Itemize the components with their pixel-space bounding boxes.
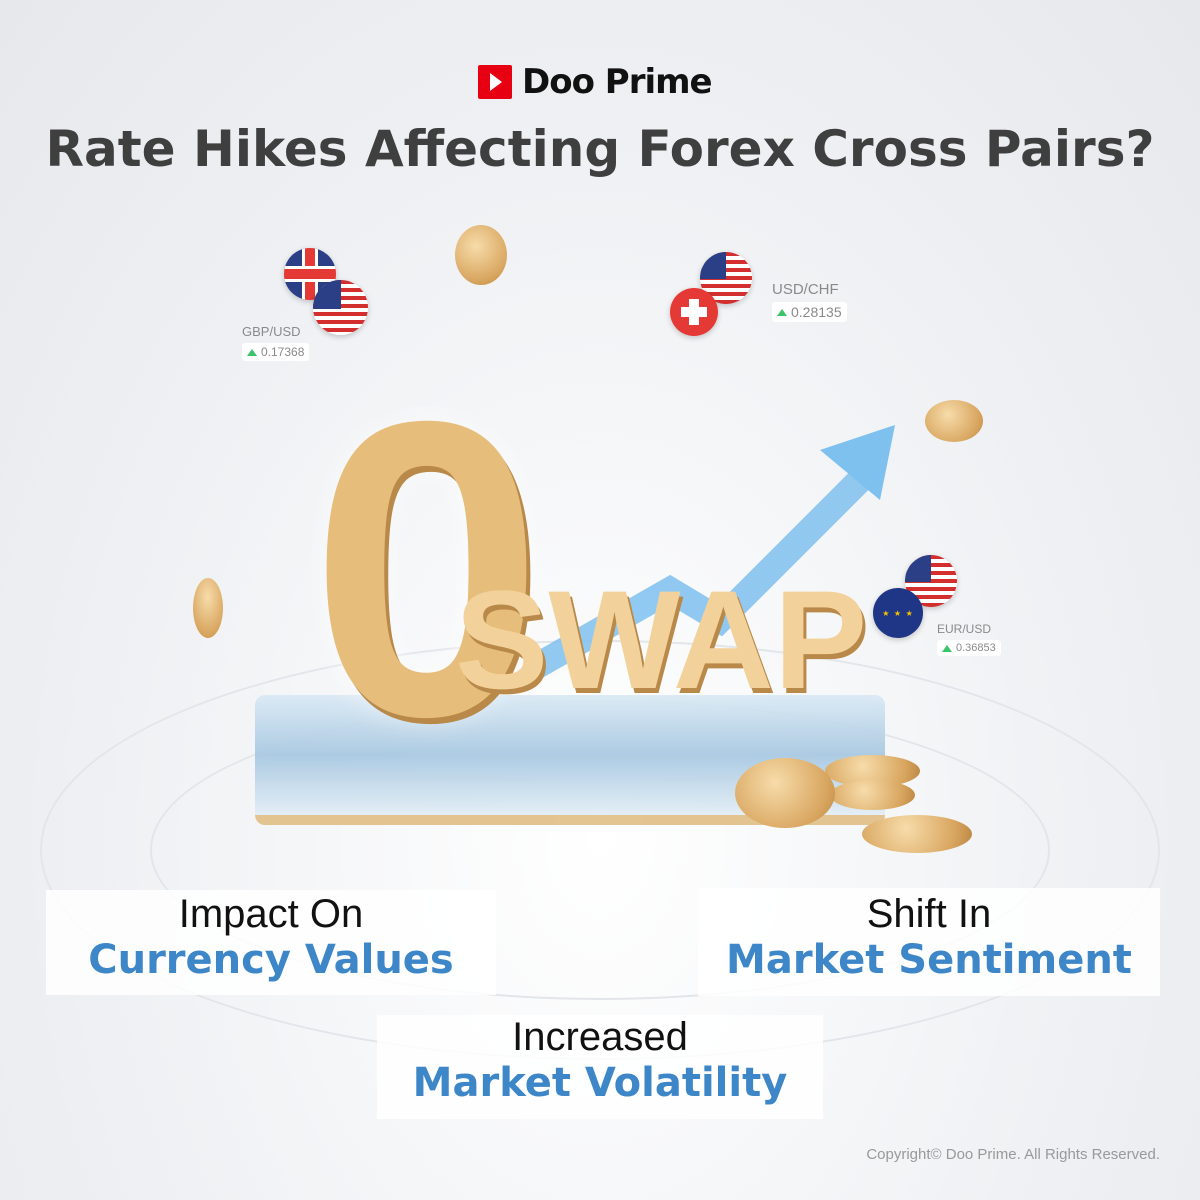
coin-icon — [735, 758, 835, 828]
point-currency-values: Impact On Currency Values — [46, 890, 496, 995]
coin-icon — [925, 400, 983, 442]
point-line2: Market Volatility — [412, 1060, 788, 1106]
point-market-volatility: Increased Market Volatility — [377, 1015, 823, 1119]
coin-icon — [862, 815, 972, 853]
swiss-flag-icon — [670, 288, 718, 336]
pair-label: GBP/USD — [242, 324, 301, 339]
page-title: Rate Hikes Affecting Forex Cross Pairs? — [45, 120, 1155, 178]
pair-eurusd: EUR/USD 0.36853 — [937, 622, 1001, 656]
up-arrow-icon — [777, 308, 787, 316]
point-line1: Shift In — [866, 892, 992, 936]
doo-prime-logo-icon — [478, 65, 512, 99]
pair-value: 0.36853 — [956, 642, 996, 654]
eu-flag-icon: ★ ★ ★ — [873, 588, 923, 638]
hero-zero: 0 — [310, 335, 544, 804]
point-market-sentiment: Shift In Market Sentiment — [698, 888, 1160, 996]
coin-icon — [830, 780, 915, 810]
point-line1: Increased — [512, 1015, 688, 1059]
pair-value: 0.17368 — [261, 345, 305, 359]
brand-logo: Doo Prime — [478, 62, 713, 102]
up-arrow-icon — [247, 348, 257, 356]
point-line1: Impact On — [178, 892, 364, 936]
pair-gbpusd: GBP/USD 0.17368 — [242, 324, 310, 361]
pair-usdchf: USD/CHF 0.28135 — [772, 281, 847, 322]
copyright: Copyright© Doo Prime. All Rights Reserve… — [866, 1146, 1160, 1163]
pair-label: USD/CHF — [772, 281, 839, 298]
up-arrow-icon — [942, 644, 952, 652]
us-flag-icon — [313, 280, 368, 335]
hero-swap: SWAP — [455, 561, 868, 718]
pair-label: EUR/USD — [937, 622, 992, 636]
pair-value: 0.28135 — [791, 304, 842, 320]
point-line2: Market Sentiment — [726, 937, 1132, 983]
rising-arrow-icon — [523, 425, 895, 680]
coin-icon — [455, 225, 507, 285]
brand-name: Doo Prime — [522, 62, 713, 102]
point-line2: Currency Values — [88, 937, 454, 983]
